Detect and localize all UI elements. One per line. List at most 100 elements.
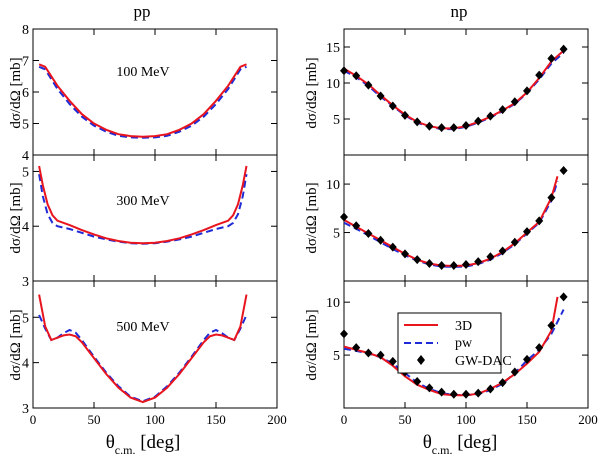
gwdac-point: [413, 255, 422, 265]
gwdac-point: [352, 343, 361, 353]
gwdac-point: [559, 166, 568, 176]
gwdac-point: [401, 110, 409, 120]
legend-label-3d: 3D: [455, 319, 472, 334]
gwdac-point: [388, 356, 397, 366]
panel-pp-300: 3 4 5 300 MeV: [22, 154, 278, 290]
gwdac-point: [474, 257, 483, 267]
gwdac-point: [559, 292, 568, 302]
y-tick-label: 7: [22, 55, 29, 70]
svg-text:dσ/dΩ [mb]: dσ/dΩ [mb]: [304, 57, 320, 128]
panel-pp-500: 0 50 100 150 200 3 4 5 500 MeV: [22, 280, 287, 427]
y-tick-label: 15: [326, 41, 340, 56]
series-3d-line: [38, 63, 247, 138]
energy-label: 300 MeV: [116, 194, 169, 209]
panel-np-500: 0 50 100 150 200 5 10: [326, 280, 598, 427]
gwdac-point: [535, 70, 544, 80]
series-3d-line: [344, 176, 559, 268]
gwdac-point: [425, 121, 434, 131]
gwdac-point: [498, 105, 507, 115]
x-tick-label: 200: [267, 412, 287, 427]
gwdac-point: [547, 320, 556, 330]
gwdac-point: [376, 91, 385, 101]
y-tick-label: 5: [22, 165, 29, 180]
gwdac-point: [340, 329, 348, 339]
gwdac-point: [510, 367, 519, 377]
panel-np-300: 5 10: [326, 154, 589, 282]
column-title-np: np: [451, 2, 468, 21]
gwdac-point: [364, 80, 373, 90]
gwdac-point: [364, 348, 373, 358]
gwdac-point: [449, 260, 458, 270]
gwdac-point: [498, 378, 507, 388]
gwdac-point: [388, 242, 397, 252]
y-tick-label: 8: [22, 23, 29, 38]
panel-pp-100: 4 5 6 7 8 100 MeV: [22, 23, 278, 164]
legend-label-pw: pw: [455, 336, 473, 351]
gwdac-point: [559, 44, 568, 54]
legend: 3D pw GW-DAC: [397, 312, 512, 374]
y-tick-label: 10: [326, 296, 340, 311]
gwdac-point: [437, 123, 446, 133]
series-3d-line: [38, 294, 248, 404]
gwdac-point: [462, 389, 470, 399]
gwdac-point: [535, 343, 544, 353]
column-title-pp: pp: [134, 2, 151, 21]
x-tick-label: 150: [206, 412, 226, 427]
x-tick-label: 0: [30, 412, 37, 427]
plot-frame: [32, 280, 278, 409]
series-pw-line: [38, 314, 248, 403]
gwdac-point: [437, 260, 446, 270]
gwdac-point: [340, 212, 348, 222]
svg-text:dσ/dΩ [mb]: dσ/dΩ [mb]: [304, 309, 320, 380]
gwdac-point: [523, 354, 531, 364]
gwdac-point: [449, 123, 458, 133]
gwdac-point: [523, 86, 531, 96]
svg-text:dσ/dΩ [mb]: dσ/dΩ [mb]: [8, 182, 24, 253]
y-tick-label: 3: [22, 402, 29, 417]
y-tick-label: 5: [22, 311, 29, 326]
gwdac-point: [340, 66, 348, 76]
gwdac-point: [462, 120, 470, 130]
series-3d-line: [38, 165, 248, 245]
gwdac-point: [425, 383, 434, 393]
gwdac-point: [486, 384, 495, 394]
gwdac-point: [462, 260, 470, 270]
y-tick-label: 5: [333, 227, 340, 242]
xlabel-np: θc.m. [deg]: [423, 432, 498, 457]
y-tick-label: 5: [22, 118, 29, 133]
svg-text:dσ/dΩ [mb]: dσ/dΩ [mb]: [8, 309, 24, 380]
gwdac-point: [510, 97, 519, 107]
gwdac-point: [547, 193, 556, 203]
svg-text:dσ/dΩ [mb]: dσ/dΩ [mb]: [8, 57, 24, 128]
gwdac-point: [498, 246, 507, 256]
y-tick-label: 4: [22, 220, 29, 235]
ylabel-np-100: dσ/dΩ [mb]: [304, 57, 320, 128]
gwdac-point: [352, 71, 361, 81]
plot-frame: [32, 154, 278, 282]
gwdac-point: [523, 227, 531, 237]
x-tick-label: 50: [399, 412, 412, 427]
gwdac-point: [401, 249, 409, 259]
gwdac-point: [474, 116, 483, 126]
ylabel-pp-500: dσ/dΩ [mb]: [8, 309, 24, 380]
legend-marker-gwdac: [417, 355, 425, 365]
x-tick-label: 50: [88, 412, 101, 427]
gwdac-point: [352, 221, 361, 231]
svg-text:dσ/dΩ [mb]: dσ/dΩ [mb]: [304, 182, 320, 253]
gwdac-point: [535, 216, 544, 226]
x-tick-label: 200: [578, 412, 598, 427]
y-tick-label: 4: [22, 149, 29, 164]
gwdac-point: [486, 252, 495, 262]
y-tick-label: 6: [22, 86, 29, 101]
gwdac-point: [486, 111, 495, 121]
gwdac-point: [510, 237, 519, 247]
ylabel-np-500: dσ/dΩ [mb]: [304, 309, 320, 380]
x-tick-label: 100: [145, 412, 165, 427]
series-3d-line: [344, 49, 565, 130]
gwdac-point: [376, 350, 385, 360]
gwdac-point: [547, 54, 556, 64]
gwdac-point: [413, 377, 422, 387]
xlabel-pp: θc.m. [deg]: [106, 432, 181, 457]
ylabel-pp-100: dσ/dΩ [mb]: [8, 57, 24, 128]
